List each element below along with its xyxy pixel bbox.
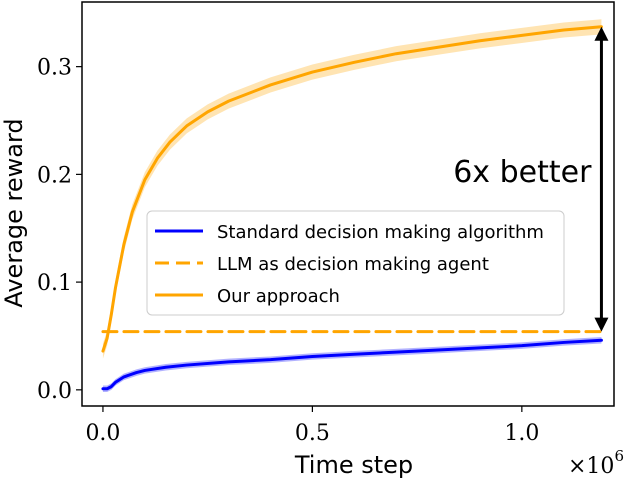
annotation-group: 6x better (453, 26, 609, 332)
y-tick-label-1: 0.1 (37, 271, 72, 296)
x-axis-label: Time step (294, 451, 413, 479)
confidence-bands (102, 19, 602, 392)
x-tick-label-1: 0.5 (295, 421, 330, 446)
legend-label-1: LLM as decision making agent (217, 254, 489, 275)
plot-frame (81, 1, 615, 407)
legend-label-0: Standard decision making algorithm (217, 222, 544, 243)
legend-label-2: Our approach (217, 286, 340, 307)
x-tick-label-2: 1.0 (504, 421, 539, 446)
x-axis-multiplier: ×106 (568, 447, 624, 479)
y-axis-label: Average reward (0, 118, 28, 307)
legend-box (146, 210, 565, 316)
x-tick-label-0: 0.0 (85, 421, 120, 446)
y-tick-label-0: 0.0 (37, 379, 72, 404)
legend: Standard decision making algorithm LLM as… (146, 210, 565, 316)
y-tick-label-3: 0.3 (37, 56, 72, 81)
annotation-arrow-head-bottom (594, 317, 609, 332)
axes-frame (81, 1, 615, 407)
series-line-0 (101, 338, 603, 391)
annotation-text: 6x better (453, 155, 592, 190)
y-tick-label-2: 0.2 (37, 163, 72, 188)
series-lines (101, 25, 603, 391)
ticks-group: 0.0 0.5 1.0 0.0 0.1 0.2 0.3 (37, 56, 539, 446)
series-band-0 (102, 337, 602, 392)
series-band-2 (102, 19, 602, 359)
annotation-arrow-head-top (594, 26, 609, 41)
series-line-2 (101, 25, 603, 353)
